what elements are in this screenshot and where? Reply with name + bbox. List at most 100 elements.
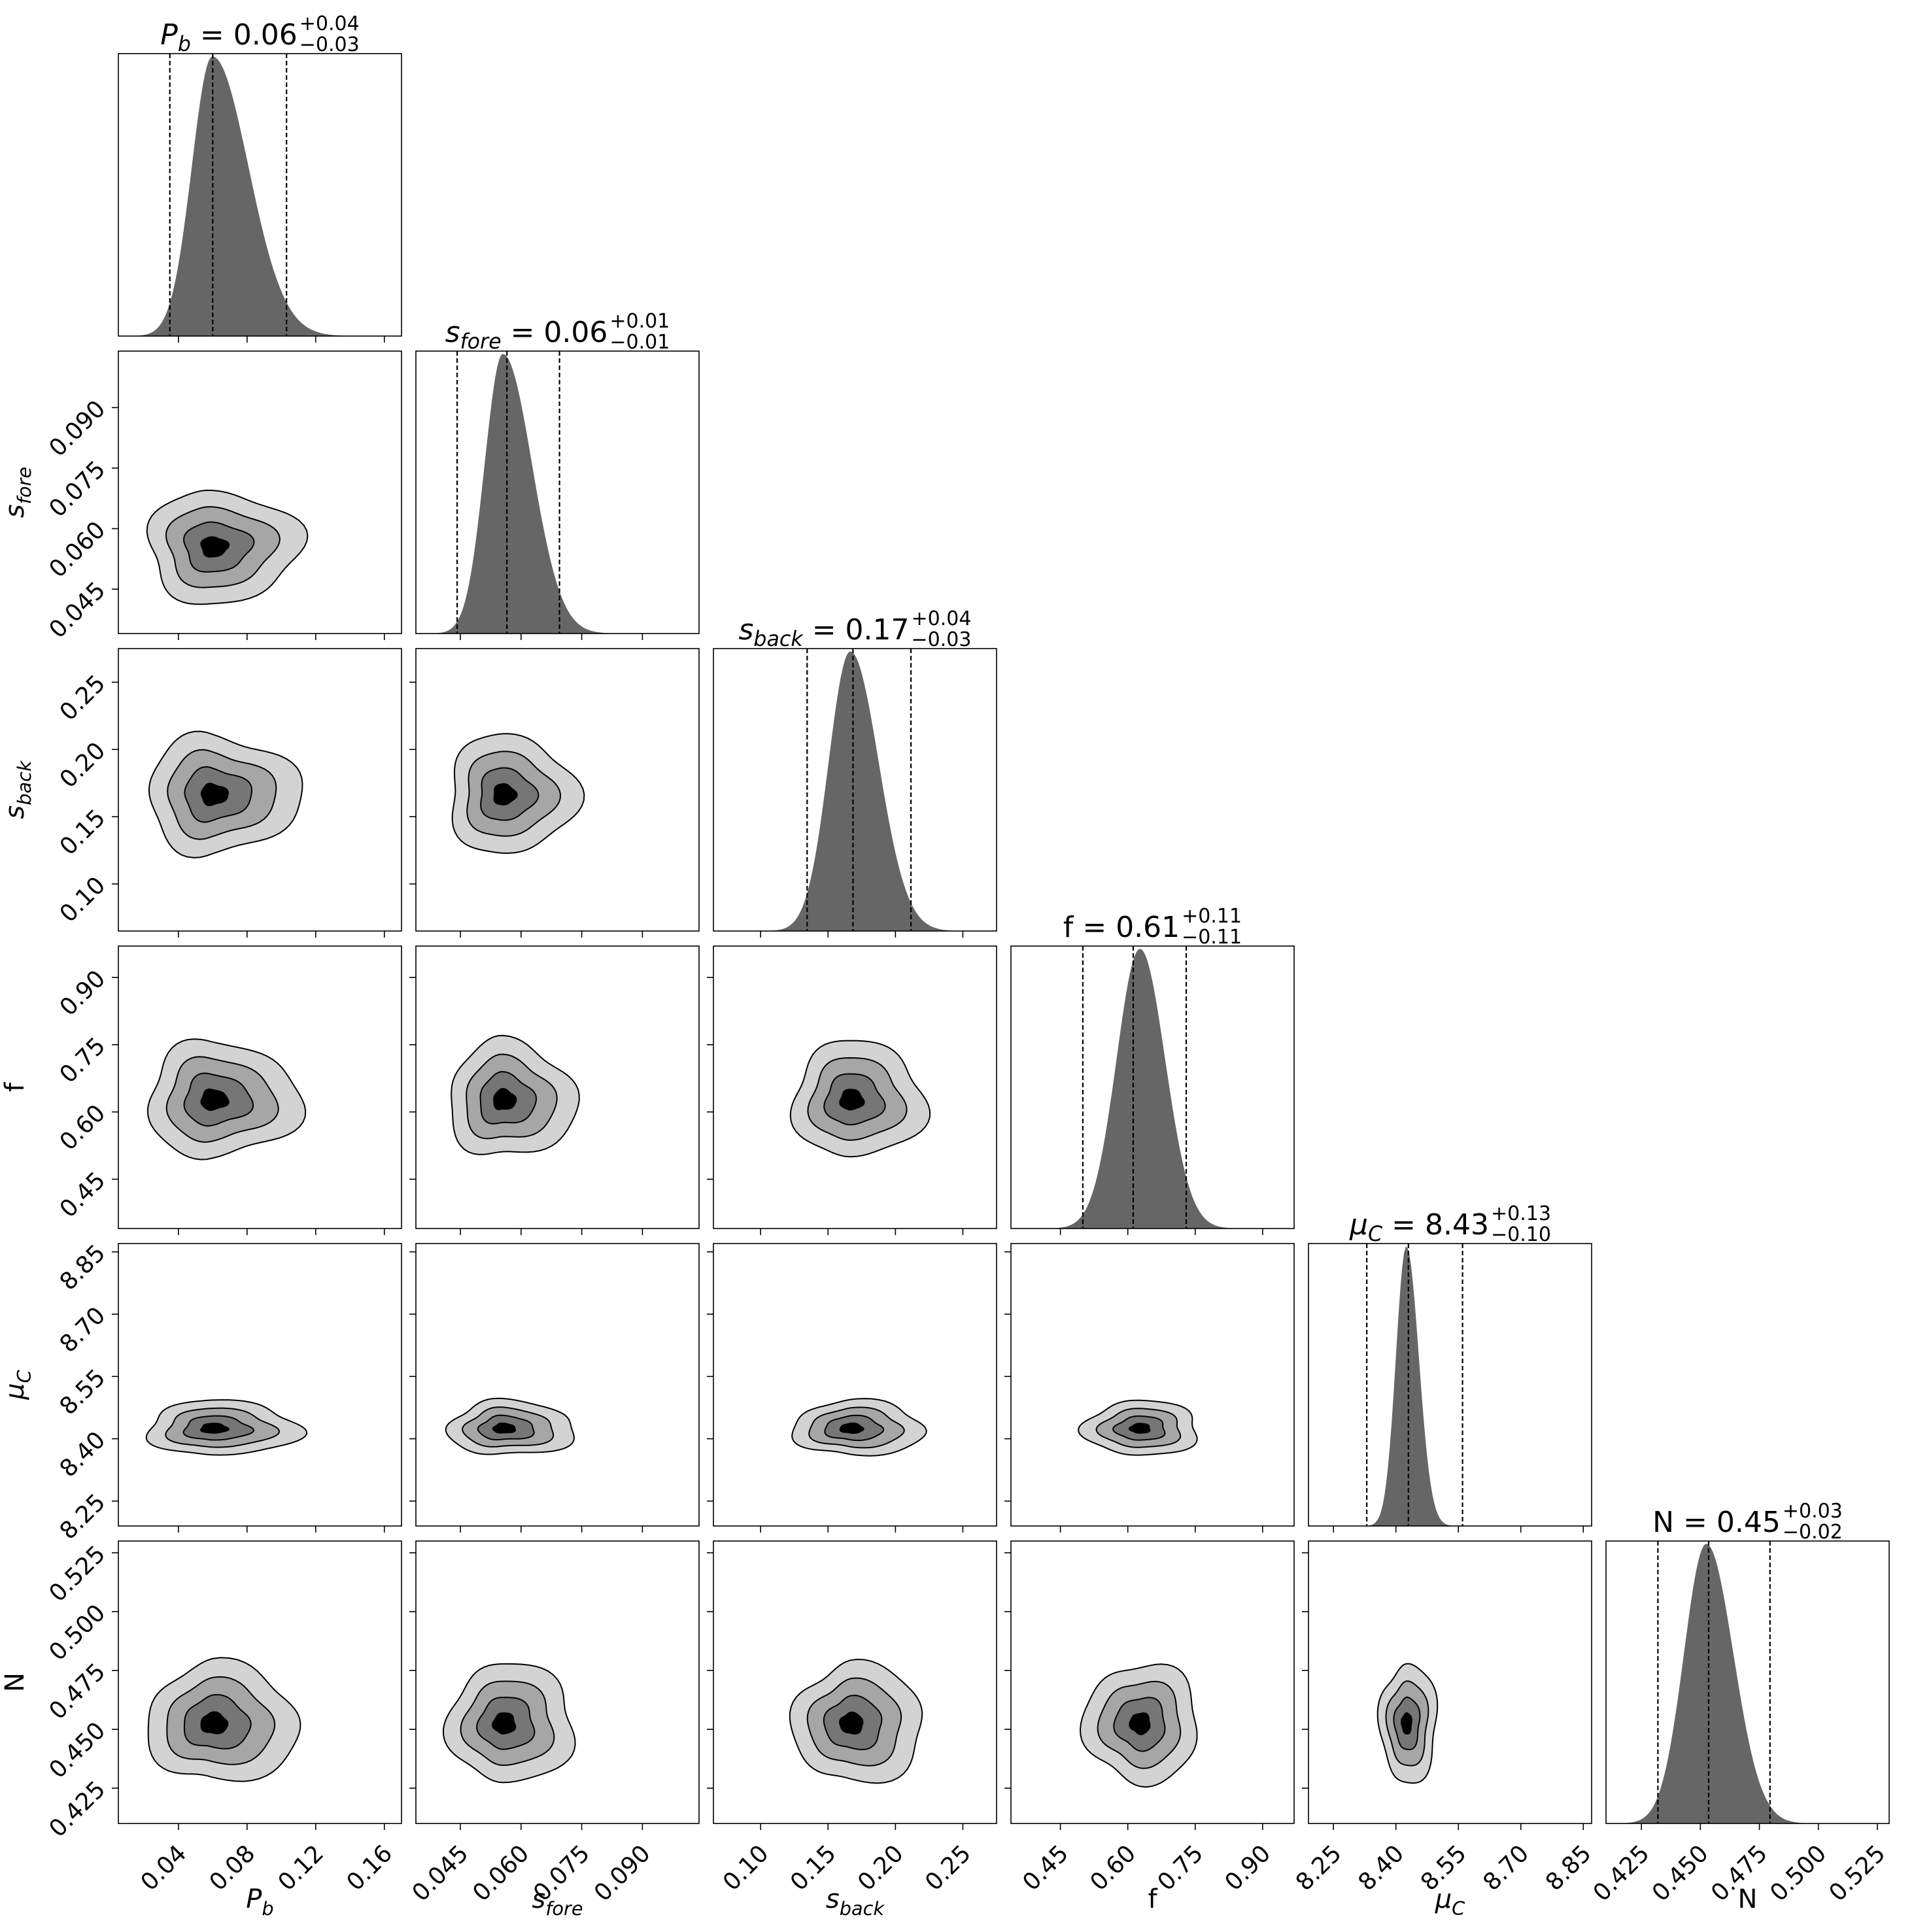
y-tick-label: 0.450 [44, 1717, 111, 1784]
contour-level-4 [492, 1712, 517, 1735]
title-minus-error: −0.03 [912, 628, 972, 651]
x-axis-label-f: f [1148, 1884, 1157, 1914]
contour-panel-Pb-N: 0.04 0.08 0.12 0.160.4250.4500.4750.5000.52… [44, 1540, 402, 1896]
contour-level-4 [839, 1089, 865, 1111]
title-minus-error: −0.10 [1491, 1223, 1551, 1246]
x-axis-label-sback: sback [826, 1884, 885, 1920]
x-axis-label-muC: μC [1435, 1884, 1465, 1920]
y-tick-label: 0.75 [55, 1032, 111, 1089]
histogram-fill-Pb [118, 56, 402, 337]
label-symbol: N [0, 1672, 30, 1692]
contour-panel-Pb-f: 0.45 0.60 0.75 0.90 [55, 945, 402, 1235]
y-tick-label: 8.25 [55, 1489, 111, 1545]
title-symbol: s [738, 613, 753, 647]
y-tick-label: 8.70 [55, 1302, 111, 1358]
title-symbol: P [160, 18, 178, 52]
label-subscript: back [13, 760, 35, 805]
label-subscript: C [1452, 1897, 1465, 1920]
title-value: 0.45 [1717, 1506, 1781, 1539]
panel-frame [118, 945, 402, 1229]
panel-frame [1010, 1540, 1295, 1824]
panel-frame [1010, 945, 1295, 1229]
panel-frame [118, 1243, 402, 1527]
contour-level-4 [492, 1422, 517, 1434]
contour-level-4 [1401, 1712, 1412, 1735]
x-tick-label: 0.500 [1765, 1840, 1832, 1907]
y-axis-label-sback: sback [0, 760, 35, 819]
label-symbol: s [532, 1884, 545, 1914]
histogram-panel-muC [1308, 1243, 1592, 1533]
histogram-fill-sback [713, 651, 997, 931]
panel-frame [118, 1540, 402, 1824]
histogram-panel-sback [713, 648, 997, 938]
y-tick-label: 0.10 [55, 872, 111, 928]
x-tick-label: 8.40 [1354, 1840, 1410, 1896]
panel-frame [1308, 1540, 1592, 1824]
panel-frame [1010, 1243, 1295, 1527]
histogram-panel-f [1010, 945, 1295, 1235]
y-axis-label-N: N [0, 1672, 30, 1692]
contour-panel-sfore-muC [409, 1243, 700, 1533]
y-tick-label: 8.55 [55, 1364, 111, 1421]
x-tick-label: 8.70 [1478, 1840, 1535, 1896]
x-tick-label: 0.450 [1647, 1840, 1714, 1907]
y-tick-label: 0.060 [44, 517, 111, 583]
title-minus-error: −0.03 [299, 33, 360, 56]
y-tick-label: 0.15 [55, 805, 111, 861]
contour-panel-sback-N: 0.10 0.15 0.20 0.25 [707, 1540, 997, 1896]
x-tick-label: 0.20 [853, 1840, 909, 1896]
panel-frame [713, 1540, 997, 1824]
panel-frame [713, 648, 997, 932]
panel-frame [415, 1243, 700, 1527]
title-value: 8.43 [1425, 1208, 1489, 1242]
x-tick-label: 0.525 [1824, 1840, 1891, 1907]
title-symbol: s [445, 316, 460, 349]
panel-frame [415, 648, 700, 932]
title-Pb: Pb = 0.06 [160, 18, 297, 56]
y-tick-label: 0.60 [55, 1100, 111, 1156]
label-symbol: f [0, 1082, 30, 1092]
y-tick-label: 0.20 [55, 737, 111, 794]
y-tick-label: 0.90 [55, 965, 111, 1021]
panel-frame [1308, 1243, 1592, 1527]
title-symbol: N [1652, 1506, 1674, 1539]
contour-panel-sfore-sback [409, 648, 700, 938]
contour-level-4 [200, 783, 229, 807]
title-subscript: back [753, 628, 804, 651]
y-tick-label: 8.85 [55, 1240, 111, 1296]
label-subscript: fore [545, 1897, 583, 1920]
label-subscript: C [13, 1369, 35, 1383]
histogram-panel-sfore [415, 350, 700, 640]
panel-frame [415, 350, 700, 634]
label-symbol: f [1148, 1884, 1157, 1914]
x-tick-label: 0.75 [1153, 1840, 1209, 1896]
panel-frame [1605, 1540, 1890, 1824]
y-tick-label: 0.045 [44, 577, 111, 643]
y-tick-label: 0.45 [55, 1167, 111, 1223]
title-subscript: fore [460, 330, 502, 354]
y-tick-label: 0.25 [55, 670, 111, 726]
title-plus-error: +0.01 [609, 310, 670, 333]
y-tick-label: 0.500 [44, 1599, 111, 1666]
contour-level-4 [1129, 1712, 1151, 1736]
contour-panel-sfore-f [409, 945, 700, 1235]
x-tick-label: 0.045 [407, 1840, 474, 1907]
x-axis-label-sfore: sfore [532, 1884, 583, 1920]
title-sfore: sfore = 0.06 [445, 316, 608, 354]
contour-level-4 [493, 1087, 517, 1110]
histogram-fill-f [1011, 949, 1294, 1229]
label-symbol: μ [1435, 1884, 1452, 1914]
panel-frame [713, 1243, 997, 1527]
y-tick-label: 8.40 [55, 1427, 111, 1483]
contour-level-4 [839, 1422, 864, 1434]
title-minus-error: −0.11 [1182, 926, 1242, 949]
title-muC: μC = 8.43 [1349, 1208, 1489, 1246]
label-symbol: s [0, 504, 30, 518]
title-f: f = 0.61 [1063, 911, 1180, 944]
histogram-fill-muC [1308, 1246, 1592, 1526]
contour-level-4 [493, 783, 518, 805]
